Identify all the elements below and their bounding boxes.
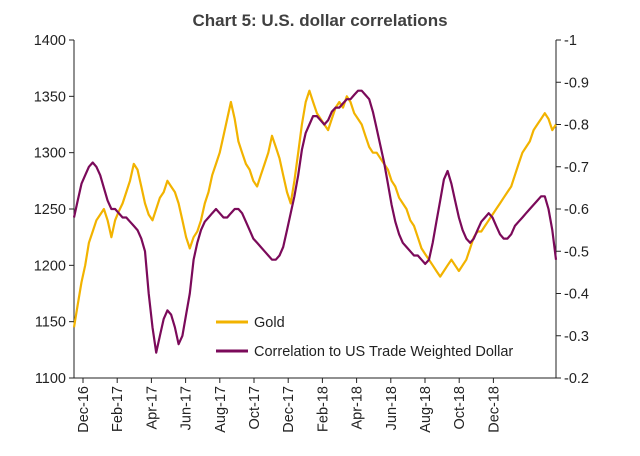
left-y-tick-label: 1150: [35, 315, 66, 331]
x-axis-ticks: Dec-16 Feb-17 Apr-17 Jun-17 Aug-17 Oct-17 Dec-…: [76, 378, 502, 433]
chart-title: Chart 5: U.S. dollar correlations: [192, 11, 447, 30]
x-tick-label: Dec-18: [486, 386, 502, 433]
legend: Gold Correlation to US Trade Weighted Do…: [216, 315, 513, 360]
left-y-tick-label: 1250: [34, 202, 66, 218]
left-y-ticks: 1100 1150 1200 1250 1300 1350 1400: [34, 33, 74, 387]
x-tick-label: Dec-16: [76, 386, 92, 433]
right-y-tick-label: -0.4: [564, 287, 589, 303]
right-y-tick-label: -0.9: [564, 75, 589, 91]
x-tick-label: Oct-18: [452, 386, 468, 430]
x-tick-label: Apr-17: [144, 386, 160, 430]
left-y-tick-label: 1400: [34, 33, 66, 49]
left-y-tick-label: 1300: [34, 146, 66, 162]
left-y-tick-label: 1100: [35, 371, 66, 387]
right-y-tick-label: -1: [564, 33, 577, 49]
x-tick-label: Aug-18: [418, 386, 434, 433]
x-tick-label: Feb-17: [110, 386, 126, 432]
gold-series-line: [72, 89, 557, 328]
x-tick-label: Aug-17: [213, 386, 229, 433]
legend-correlation-label: Correlation to US Trade Weighted Dollar: [254, 344, 513, 360]
right-y-tick-label: -0.8: [564, 118, 589, 134]
x-tick-label: Jun-18: [384, 386, 400, 430]
x-tick-label: Feb-18: [315, 386, 331, 432]
right-y-ticks: -0.2 -0.3 -0.4 -0.5 -0.6 -0.7 -0.8 -0.9 -1: [556, 33, 589, 387]
x-tick-label: Jun-17: [179, 386, 195, 430]
left-y-tick-label: 1350: [34, 89, 66, 105]
right-y-tick-label: -0.2: [564, 371, 589, 387]
left-y-tick-label: 1200: [34, 258, 66, 274]
right-y-tick-label: -0.3: [564, 329, 589, 345]
right-y-tick-label: -0.5: [564, 244, 589, 260]
x-tick-label: Apr-18: [350, 386, 366, 430]
right-y-tick-label: -0.7: [564, 160, 589, 176]
right-y-tick-label: -0.6: [564, 202, 589, 218]
correlation-series-line: [72, 89, 558, 354]
legend-gold-label: Gold: [254, 315, 285, 331]
x-tick-label: Oct-17: [247, 386, 263, 430]
x-tick-label: Dec-17: [281, 386, 297, 433]
